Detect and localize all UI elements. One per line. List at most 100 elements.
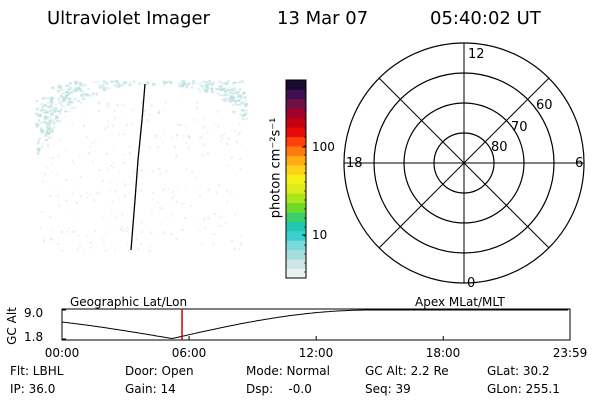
aurora-pixel [48,119,52,122]
aurora-pixel [240,94,243,97]
aurora-pixel [49,215,52,218]
aurora-pixel [42,120,47,123]
aurora-pixel [73,87,78,90]
aurora-pixel [228,85,231,88]
aurora-pixel [202,117,205,120]
aurora-pixel [201,154,204,157]
aurora-pixel [173,146,176,148]
aurora-pixel [176,134,179,137]
aurora-pixel [201,84,204,87]
aurora-pixel [49,238,52,241]
aurora-pixel [149,146,151,149]
aurora-pixel [65,94,70,96]
aurora-pixel [214,123,217,125]
aurora-pixel [184,217,187,219]
aurora-pixel [37,140,40,143]
aurora-pixel [46,166,49,169]
aurora-pixel [102,215,105,218]
aurora-pixel [175,238,178,241]
aurora-pixel [244,103,248,106]
aurora-pixel [58,87,62,90]
aurora-pixel [98,169,101,172]
mlt-label-18: 18 [346,156,363,171]
aurora-pixel [162,188,165,191]
aurora-pixel [141,83,144,85]
aurora-pixel [151,170,154,173]
aurora-pixel [57,84,61,88]
aurora-pixel [120,84,124,87]
aurora-pixel [224,97,229,100]
aurora-pixel [107,105,110,108]
mlt-label-12: 12 [468,47,485,62]
aurora-pixel [219,216,222,219]
aurora-pixel [37,148,41,152]
aurora-pixel [55,117,58,120]
aurora-pixel [78,87,81,91]
aurora-pixel [201,87,205,90]
aurora-pixel [70,107,73,110]
aurora-pixel [92,92,95,95]
aurora-pixel [238,81,242,84]
aurora-pixel [121,104,124,107]
aurora-pixel [85,111,88,114]
aurora-pixel [210,87,214,91]
aurora-pixel [227,164,230,167]
aurora-image [35,80,249,252]
aurora-pixel [184,187,187,190]
aurora-pixel [222,134,225,137]
colorbar-segment [286,230,306,241]
aurora-pixel [57,243,60,246]
aurora-pixel [50,130,54,134]
aurora-pixel [220,81,225,85]
aurora-pixel [57,110,62,113]
aurora-pixel [49,96,53,99]
altitude-x-tick-label: 06:00 [171,346,207,360]
aurora-pixel [141,182,144,185]
aurora-pixel [189,204,192,207]
aurora-pixel [193,118,196,121]
aurora-pixel [231,92,236,95]
aurora-pixel [234,100,238,102]
aurora-pixel [49,234,52,237]
aurora-pixel [112,145,115,148]
aurora-pixel [244,96,247,99]
aurora-pixel [90,246,93,249]
aurora-pixel [236,191,239,194]
aurora-pixel [52,119,56,122]
aurora-pixel [216,92,220,95]
aurora-pixel [35,112,39,115]
colorbar-segment [286,117,306,128]
aurora-pixel [54,187,57,190]
aurora-pixel [152,192,155,195]
glat-value: GLat: 30.2 [487,364,550,378]
aurora-pixel [138,82,141,86]
aurora-pixel [140,101,143,104]
aurora-pixel [100,86,103,89]
colorbar-segment [286,240,306,251]
aurora-pixel [80,101,83,104]
aurora-pixel [72,193,75,196]
aurora-pixel [157,109,160,112]
aurora-pixel [80,90,85,94]
aurora-pixel [205,86,210,90]
aurora-pixel [106,125,109,128]
aurora-pixel [37,147,41,151]
aurora-pixel [141,134,144,137]
altitude-x-tick-label: 23:59 [552,346,588,360]
aurora-pixel [106,102,109,105]
aurora-pixel [51,128,54,131]
aurora-pixel [238,132,241,134]
colorbar-segment [286,202,306,213]
aurora-pixel [171,197,174,200]
aurora-pixel [211,81,215,85]
aurora-pixel [67,103,72,107]
colorbar-unit-label: photon cm⁻²s⁻¹ [268,117,284,219]
aurora-pixel [217,125,220,128]
aurora-pixel [72,162,75,165]
aurora-pixel [127,240,130,243]
altitude-axis-label: GC Alt [5,307,19,345]
aurora-pixel [211,83,214,86]
aurora-pixel [88,152,91,155]
aurora-pixel [144,109,146,112]
aurora-pixel [63,115,66,118]
